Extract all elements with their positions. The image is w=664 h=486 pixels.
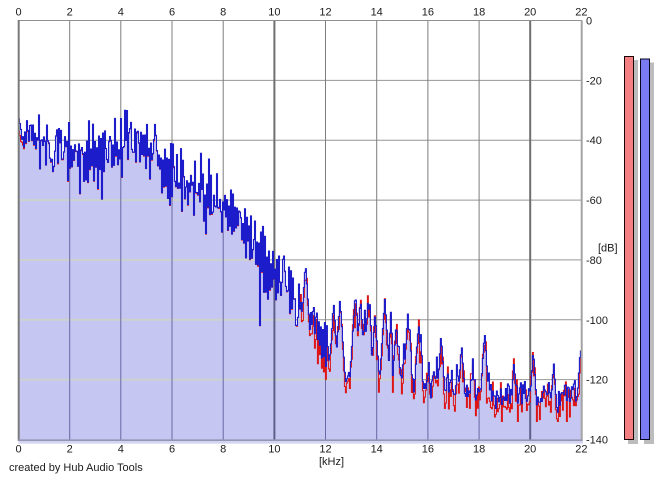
svg-text:18: 18: [473, 7, 485, 19]
svg-text:10: 10: [268, 444, 280, 456]
svg-text:22: 22: [575, 7, 587, 19]
svg-text:2: 2: [67, 7, 73, 19]
svg-text:created by Hub Audio Tools: created by Hub Audio Tools: [9, 462, 143, 474]
svg-text:-40: -40: [586, 135, 602, 147]
svg-text:22: 22: [575, 444, 587, 456]
svg-text:18: 18: [473, 444, 485, 456]
svg-text:14: 14: [371, 444, 383, 456]
svg-text:12: 12: [319, 7, 331, 19]
svg-text:-120: -120: [586, 375, 608, 387]
svg-text:16: 16: [422, 7, 434, 19]
svg-text:12: 12: [319, 444, 331, 456]
svg-text:14: 14: [371, 7, 383, 19]
svg-text:-100: -100: [586, 315, 608, 327]
svg-text:4: 4: [118, 7, 124, 19]
svg-text:6: 6: [169, 444, 175, 456]
svg-text:0: 0: [15, 7, 21, 19]
svg-text:10: 10: [268, 7, 280, 19]
svg-text:8: 8: [220, 7, 226, 19]
svg-text:16: 16: [422, 444, 434, 456]
svg-text:-140: -140: [586, 435, 608, 447]
svg-text:[kHz]: [kHz]: [319, 456, 344, 468]
svg-text:6: 6: [169, 7, 175, 19]
svg-text:2: 2: [67, 444, 73, 456]
svg-text:-60: -60: [586, 195, 602, 207]
svg-text:-20: -20: [586, 75, 602, 87]
svg-text:-80: -80: [586, 255, 602, 267]
svg-text:[dB]: [dB]: [598, 243, 618, 255]
svg-text:8: 8: [220, 444, 226, 456]
svg-text:0: 0: [586, 16, 592, 28]
svg-text:0: 0: [15, 444, 21, 456]
svg-text:4: 4: [118, 444, 124, 456]
svg-text:20: 20: [524, 444, 536, 456]
svg-text:20: 20: [524, 7, 536, 19]
